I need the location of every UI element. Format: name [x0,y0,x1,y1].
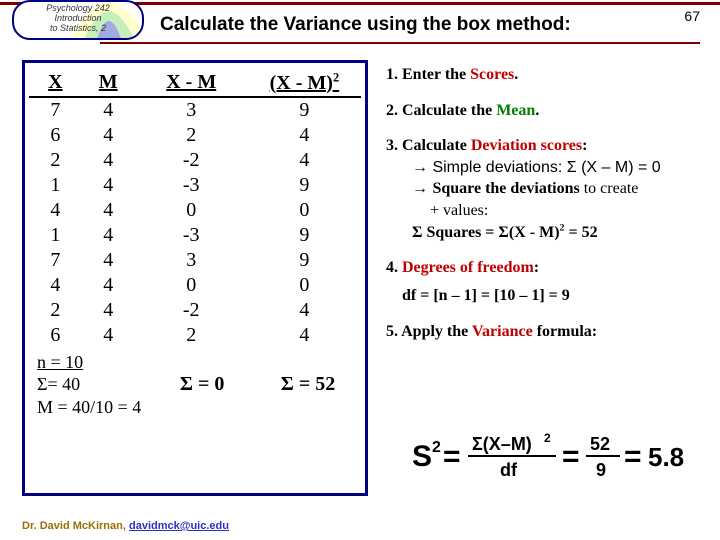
cell: 0 [248,198,361,223]
svg-text:S: S [412,440,432,473]
cell: 1 [29,173,82,198]
summary-sigd: Σ = 0 [180,373,224,395]
cell: 1 [29,223,82,248]
cell: 4 [248,123,361,148]
cell: 4 [248,148,361,173]
svg-text:52: 52 [590,434,610,454]
cell: 0 [135,198,248,223]
cell: -2 [135,148,248,173]
slide-title: Calculate the Variance using the box met… [160,14,571,36]
cell: 3 [135,97,248,123]
svg-text:5.8: 5.8 [648,442,684,472]
title-rule [100,42,700,44]
data-table: X M X - M (X - M)2 7439642424-2414-39440… [29,69,361,348]
page-number: 67 [684,8,700,24]
variance-formula: S 2 = Σ(X–M) 2 df = 52 9 = 5.8 [406,428,694,484]
cell: 4 [82,223,135,248]
cell: 4 [29,273,82,298]
table-row: 6424 [29,323,361,348]
svg-text:=: = [624,440,642,473]
svg-text:Σ(X–M): Σ(X–M) [472,434,532,454]
cell: 9 [248,97,361,123]
table-row: 14-39 [29,223,361,248]
cell: 2 [29,298,82,323]
footer: Dr. David McKirnan, davidmck@uic.edu [22,520,229,532]
cell: 4 [248,323,361,348]
cell: 0 [135,273,248,298]
cell: 3 [135,248,248,273]
cell: 4 [82,123,135,148]
cell: 4 [82,198,135,223]
col-xm2: (X - M) [270,72,333,94]
summary-block: n = 10 Σ= 40 M = 40/10 = 4 [31,351,147,419]
slide: 67 Psychology 242 Introduction to Statis… [0,0,720,540]
cell: 4 [82,173,135,198]
cell: 4 [248,298,361,323]
corner-card: Psychology 242 Introduction to Statistic… [12,0,144,40]
step-4: 4. Degrees of freedom: df = [n – 1] = [1… [386,257,702,306]
step-5: 5. Apply the Variance formula: [386,321,702,343]
svg-text:2: 2 [544,431,551,445]
svg-text:9: 9 [596,460,606,480]
table-row: 24-24 [29,298,361,323]
cell: 7 [29,248,82,273]
table-row: 4400 [29,273,361,298]
cell: 4 [82,298,135,323]
footer-name: Dr. David McKirnan, [22,520,129,532]
table-header-row: X M X - M (X - M)2 [29,69,361,97]
svg-text:=: = [562,440,580,473]
step-1: 1. Enter the Scores. [386,64,702,86]
cell: -3 [135,223,248,248]
cell: 9 [248,248,361,273]
step-3: 3. Calculate Deviation scores: → Simple … [386,135,702,243]
summary-sigd2: Σ = 52 [281,373,335,395]
table-row: 7439 [29,97,361,123]
cell: -2 [135,298,248,323]
table-row: 14-39 [29,173,361,198]
cell: 2 [135,123,248,148]
cell: 0 [248,273,361,298]
step-2: 2. Calculate the Mean. [386,100,702,122]
svg-text:2: 2 [432,439,441,456]
cell: 2 [29,148,82,173]
col-m: M [99,71,118,93]
cell: 4 [82,323,135,348]
summary-n: n = 10 [37,351,147,374]
table-row: 7439 [29,248,361,273]
cell: 4 [29,198,82,223]
col-xm: X - M [166,71,216,93]
cell: 9 [248,173,361,198]
data-table-box: X M X - M (X - M)2 7439642424-2414-39440… [22,60,368,496]
svg-text:=: = [443,440,461,473]
cell: 4 [82,97,135,123]
cell: 6 [29,123,82,148]
cell: -3 [135,173,248,198]
cell: 2 [135,323,248,348]
cell: 4 [82,148,135,173]
cell: 4 [82,248,135,273]
cell: 4 [82,273,135,298]
table-row: 24-24 [29,148,361,173]
footer-email[interactable]: davidmck@uic.edu [129,520,229,532]
summary-mean: M = 40/10 = 4 [37,396,147,419]
steps-block: 1. Enter the Scores. 2. Calculate the Me… [386,64,702,356]
col-x: X [48,71,62,93]
svg-text:df: df [500,460,518,480]
summary-sum: Σ= 40 [37,373,147,396]
cell: 7 [29,97,82,123]
table-row: 4400 [29,198,361,223]
cell: 6 [29,323,82,348]
cell: 9 [248,223,361,248]
corner-line3: to Statistics, 2 [14,24,142,34]
table-row: 6424 [29,123,361,148]
